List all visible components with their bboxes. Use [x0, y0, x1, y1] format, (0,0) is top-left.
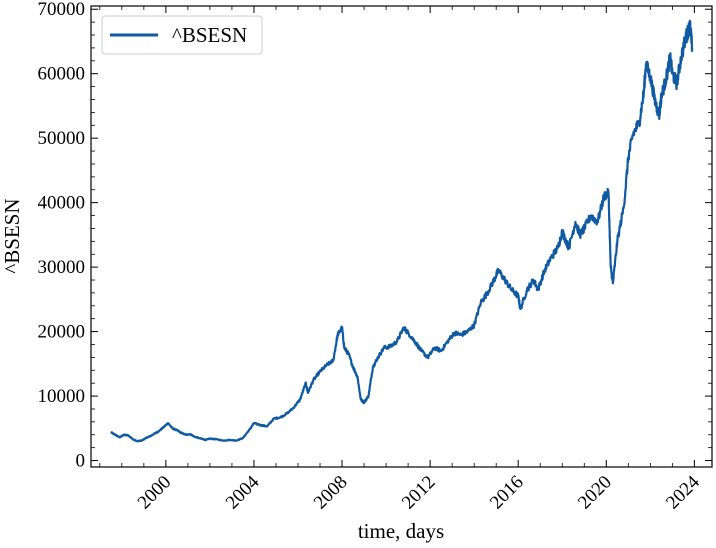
x-tick-label: 2004	[222, 471, 264, 513]
y-tick-label: 50000	[38, 128, 86, 149]
x-tick-label: 2012	[398, 472, 440, 514]
y-tick-label: 30000	[38, 257, 86, 278]
x-tick-label: 2000	[134, 472, 176, 514]
legend-box	[101, 15, 263, 55]
x-tick-label: 2020	[574, 472, 616, 514]
plot-frame	[90, 5, 713, 468]
x-tick-label: 2008	[310, 472, 352, 514]
x-axis-label: time, days	[358, 519, 444, 543]
y-tick-label: 40000	[38, 193, 86, 214]
y-tick-label: 60000	[38, 64, 86, 85]
x-tick-label: 2024	[662, 471, 704, 513]
y-tick-label: 10000	[38, 386, 86, 407]
tick-marks	[91, 6, 712, 467]
x-tick-label: 2016	[486, 472, 528, 514]
legend: ^BSESN	[101, 15, 263, 55]
y-tick-labels: 0 10000 20000 30000 40000 50000 60000 70000	[38, 0, 86, 472]
y-tick-label: 0	[76, 451, 86, 472]
legend-label: ^BSESN	[172, 23, 247, 47]
x-tick-labels: 2000 2004 2008 2012 2016 2020 2024	[134, 471, 705, 513]
series-layer	[109, 19, 694, 443]
y-tick-label: 70000	[38, 0, 86, 20]
y-axis-label: ^BSESN	[0, 198, 24, 273]
y-tick-label: 20000	[38, 322, 86, 343]
series-line	[109, 19, 694, 443]
